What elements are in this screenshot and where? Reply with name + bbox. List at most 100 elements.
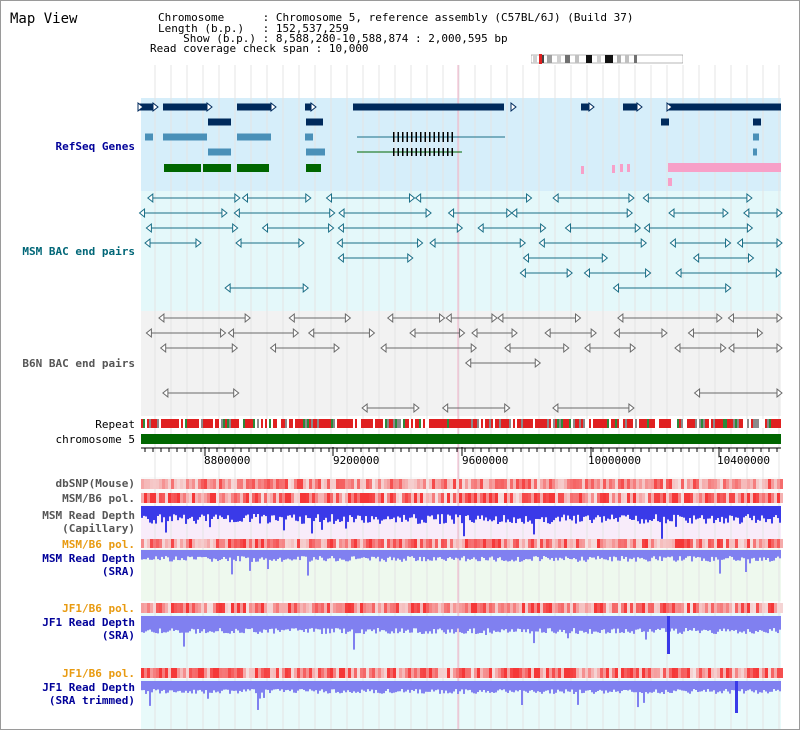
read-depth-bar <box>771 550 773 561</box>
read-depth-bar <box>323 550 325 561</box>
read-depth-bar <box>503 550 505 561</box>
read-depth-bar <box>261 506 263 517</box>
gene-pink-block <box>612 165 615 173</box>
heat-cell <box>273 479 276 489</box>
read-depth-bar <box>287 506 289 516</box>
heat-cell <box>672 668 675 678</box>
read-depth-bar <box>211 616 213 632</box>
read-depth-bar <box>559 616 561 630</box>
heat-cell <box>309 603 312 613</box>
heat-cell <box>582 493 585 503</box>
read-depth-bar <box>767 550 769 559</box>
heat-cell <box>321 668 324 678</box>
heat-cell <box>573 603 576 613</box>
heat-cell <box>354 493 357 503</box>
read-depth-bar <box>427 550 429 560</box>
repeat-segment <box>737 419 739 428</box>
repeat-segment <box>221 419 223 428</box>
heat-cell <box>258 603 261 613</box>
read-depth-bar <box>339 506 341 522</box>
heat-cell <box>387 539 390 548</box>
heat-cell <box>660 493 663 503</box>
heat-cell <box>729 479 732 489</box>
read-depth-bar <box>757 506 759 520</box>
track-label-refseq: RefSeq Genes <box>55 140 135 153</box>
read-depth-bar <box>163 506 165 518</box>
repeat-segment <box>441 419 443 428</box>
read-depth-bar <box>235 616 237 629</box>
heat-cell <box>351 603 354 613</box>
read-depth-bar <box>681 681 683 691</box>
read-depth-bar <box>383 506 385 520</box>
heat-cell <box>747 479 750 489</box>
repeat-segment <box>309 419 311 428</box>
read-depth-bar <box>217 681 219 692</box>
repeat-segment <box>511 419 513 428</box>
msm-bac-end <box>601 252 609 264</box>
read-depth-bar <box>745 550 747 572</box>
heat-cell <box>234 603 237 613</box>
read-depth-bar <box>777 681 779 690</box>
read-depth-bar <box>505 616 507 630</box>
msm-bac-end <box>643 222 650 234</box>
gene-feature <box>208 148 231 156</box>
read-depth-bar <box>755 550 757 561</box>
repeat-segment <box>377 419 379 428</box>
ideogram-current-region[interactable] <box>539 54 542 64</box>
read-depth-bar <box>639 681 641 693</box>
msm-bac-end <box>232 222 239 234</box>
chromosome-value: : Chromosome 5, reference assembly (C57B… <box>262 11 634 24</box>
read-depth-bar <box>673 616 675 631</box>
read-depth-bar <box>253 681 255 690</box>
read-depth-bar <box>565 616 567 634</box>
repeat-segment <box>295 419 297 428</box>
heat-cell <box>204 493 207 503</box>
read-depth-bar <box>507 506 509 520</box>
heat-cell <box>162 493 165 503</box>
repeat-segment <box>751 419 753 428</box>
heat-cell <box>327 603 330 613</box>
read-depth-bar <box>413 506 415 515</box>
read-depth-bar <box>561 506 563 518</box>
read-depth-bar <box>209 550 211 560</box>
msm-bac-end <box>583 267 590 279</box>
read-depth-bar <box>433 616 435 630</box>
heat-cell <box>495 668 498 678</box>
read-depth-bar <box>189 550 191 558</box>
heat-cell <box>660 603 663 613</box>
read-depth-bar <box>289 506 291 516</box>
read-depth-bar <box>409 550 411 557</box>
read-depth-bar <box>659 506 661 523</box>
chromosome-ideogram[interactable] <box>531 54 683 64</box>
heat-cell <box>207 539 210 548</box>
heat-cell <box>672 479 675 489</box>
heat-cell <box>435 479 438 489</box>
read-depth-bar <box>205 506 207 522</box>
heat-cell <box>393 539 396 548</box>
gene-strand-arrow <box>636 101 643 113</box>
read-depth-bar <box>267 681 269 690</box>
read-depth-bar <box>171 681 173 691</box>
read-depth-bar <box>571 616 573 632</box>
read-depth-bar <box>727 616 729 630</box>
repeat-segment <box>731 419 733 428</box>
heat-cell <box>441 479 444 489</box>
read-depth-bar <box>349 550 351 561</box>
b6n-bac-end <box>227 327 234 339</box>
heat-cell <box>528 479 531 489</box>
heat-cell <box>606 603 609 613</box>
read-depth-bar <box>719 616 721 630</box>
heat-cell <box>201 603 204 613</box>
msm-bac-end <box>337 252 344 264</box>
read-depth-bar <box>267 616 269 633</box>
heat-cell <box>675 603 678 613</box>
heat-cell <box>693 479 696 489</box>
repeat-segment <box>541 419 543 428</box>
heat-cell <box>624 539 627 548</box>
read-depth-bar <box>737 616 739 634</box>
read-depth-bar <box>697 506 699 519</box>
repeat-segment <box>497 419 499 428</box>
read-depth-bar <box>333 550 335 559</box>
heat-cell <box>222 668 225 678</box>
